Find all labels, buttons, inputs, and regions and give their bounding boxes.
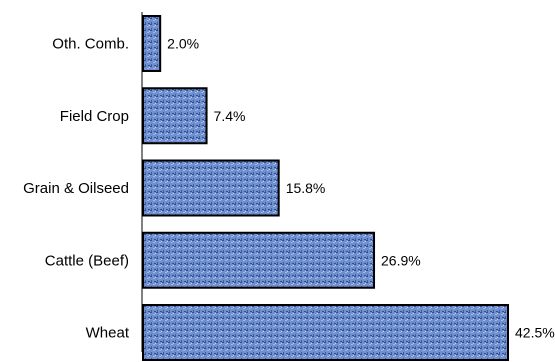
category-label-grain-oilseed: Grain & Oilseed [23, 180, 129, 197]
category-label-cattle-beef: Cattle (Beef) [45, 252, 129, 269]
value-label-oth-comb: 2.0% [167, 36, 199, 52]
bar-cattle-beef [142, 231, 376, 289]
value-label-grain-oilseed: 15.8% [286, 180, 326, 196]
category-label-field-crop: Field Crop [60, 108, 129, 125]
bars-group [142, 15, 509, 361]
value-label-cattle-beef: 26.9% [381, 252, 421, 268]
bar-oth-comb [142, 15, 162, 72]
category-label-wheat: Wheat [86, 325, 130, 342]
bar-field-crop [142, 87, 208, 145]
bar-grain-oilseed [142, 159, 280, 217]
bar-wheat [142, 304, 509, 361]
value-label-field-crop: 7.4% [214, 108, 246, 124]
category-label-oth-comb: Oth. Comb. [52, 36, 129, 53]
value-label-wheat: 42.5% [515, 325, 555, 341]
labels-group: Oth. Comb. 2.0% Field Crop 7.4% Grain & Oils… [23, 36, 555, 342]
